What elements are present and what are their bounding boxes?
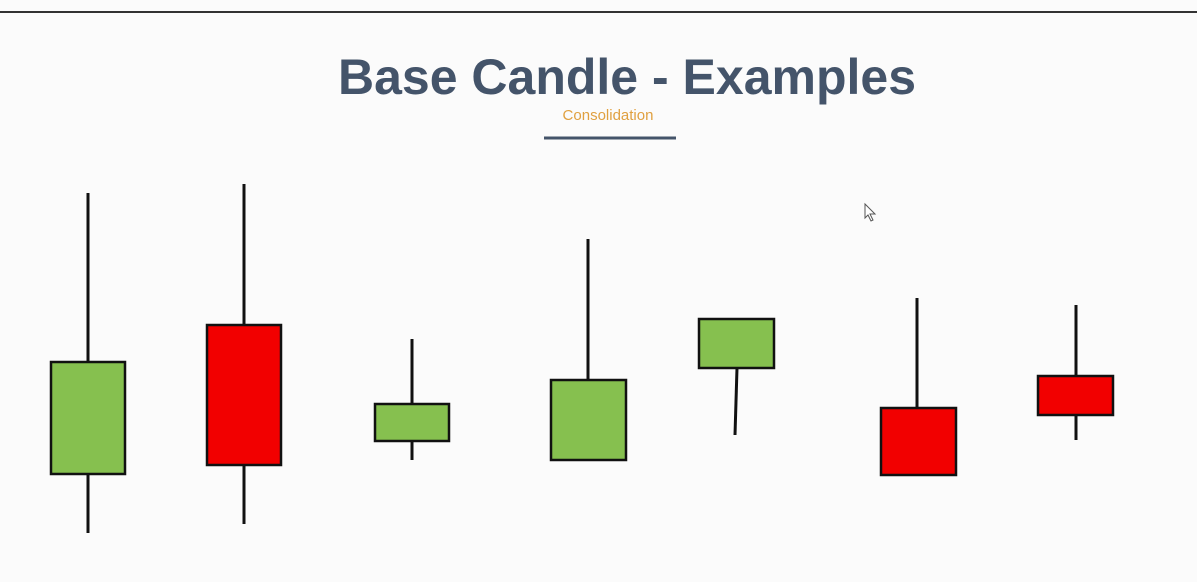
candle-body xyxy=(697,317,776,370)
subtitle: Consolidation xyxy=(563,107,654,124)
candle xyxy=(1036,305,1115,440)
candle-body xyxy=(1036,374,1115,417)
candle xyxy=(205,184,283,524)
wick xyxy=(733,367,739,436)
candle xyxy=(549,239,628,462)
candle xyxy=(697,317,776,436)
candle-body xyxy=(879,406,958,477)
candle-body xyxy=(549,378,628,462)
candle xyxy=(49,193,127,533)
candle-body xyxy=(373,402,451,443)
title: Base Candle - Examples xyxy=(338,49,916,105)
candle-body xyxy=(49,360,127,476)
candle xyxy=(879,298,958,477)
candle-body xyxy=(205,323,283,467)
mouse-cursor xyxy=(864,202,877,222)
candle xyxy=(373,339,451,460)
